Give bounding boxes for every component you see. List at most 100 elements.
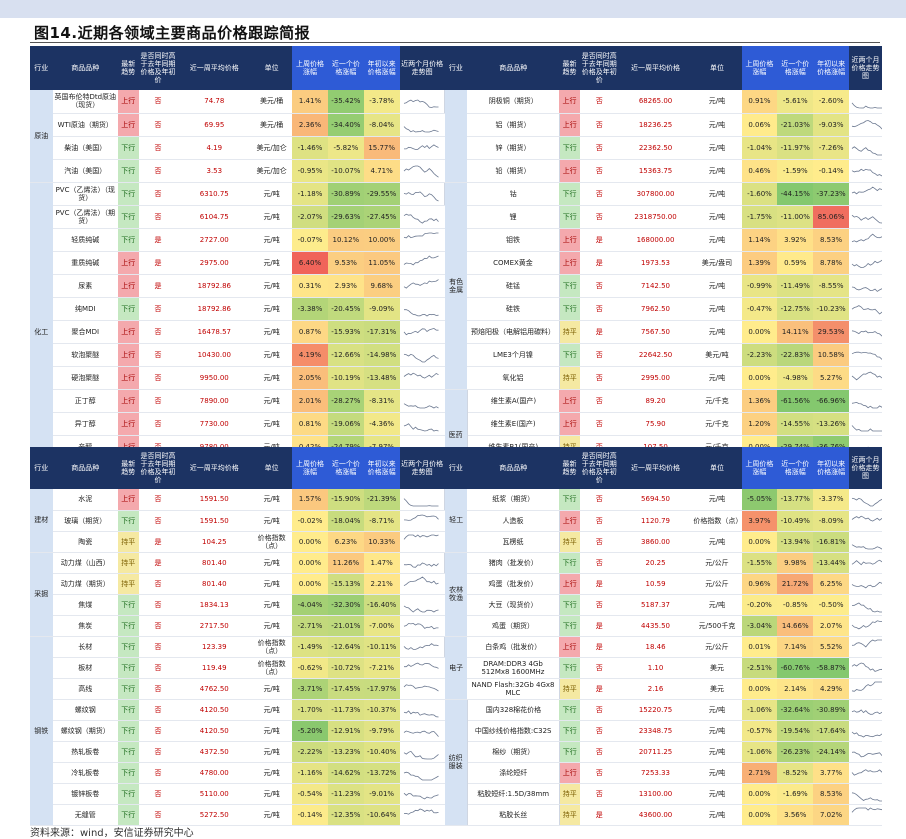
unit-label: 元/500千克 — [692, 615, 742, 637]
commodity-name: 正丁醇 — [52, 389, 119, 413]
ytd-change: -10.11% — [363, 636, 400, 658]
trend-badge: 上行 — [559, 251, 580, 275]
commodity-name: 板材 — [52, 657, 119, 679]
table-row: 板材 下行否 119.49 价格指数（点） -0.62% -10.72% -7.21% DRA… — [30, 657, 882, 679]
sparkline-chart — [399, 720, 445, 742]
avg-price: 4762.50 — [177, 678, 252, 700]
ytd-change: -17.31% — [363, 320, 400, 344]
unit-label: 价格指数（点） — [251, 531, 293, 553]
hdr-price-2: 近一周平均价格 — [618, 447, 693, 489]
commodity-name: 氧化铝 — [467, 366, 560, 390]
unit-label: 元/吨 — [692, 366, 742, 390]
ytd-change: 15.77% — [363, 136, 400, 160]
sparkline-chart — [399, 489, 446, 511]
sparkline-line — [851, 559, 882, 565]
sparkline-line — [404, 308, 439, 316]
week-change: -1.75% — [741, 205, 778, 229]
hdr-week-2: 上周价格涨幅 — [741, 447, 778, 489]
unit-label: 元/吨 — [251, 678, 293, 700]
hdr-month: 近一个价格涨幅 — [327, 46, 364, 90]
ytd-change: -2.60% — [813, 90, 850, 114]
yoy-flag: 否 — [579, 205, 619, 229]
hdr-trend-2: 最新趋势 — [559, 46, 580, 90]
avg-price: 801.40 — [177, 552, 252, 574]
hdr-trend: 最新趋势 — [118, 447, 139, 489]
trend-badge: 上行 — [118, 366, 139, 390]
trend-badge: 上行 — [559, 510, 580, 532]
avg-price: 15363.75 — [618, 159, 693, 183]
commodity-name: 维生素E(国产) — [467, 412, 560, 436]
unit-label: 元/吨 — [251, 573, 293, 595]
sparkline-chart — [399, 113, 445, 137]
yoy-flag: 否 — [579, 389, 619, 413]
ytd-change: 10.58% — [813, 343, 850, 367]
trend-badge: 下行 — [118, 228, 139, 252]
sparkline-line — [404, 514, 439, 521]
week-change: 0.00% — [292, 573, 328, 595]
month-change: -17.45% — [327, 678, 364, 700]
ytd-change: 29.53% — [813, 320, 850, 344]
sparkline-line — [851, 731, 882, 737]
table-row: 镀锌板卷 下行否 5110.00 元/吨 -0.54% -11.23% -9.01% 粘胶短纤… — [30, 783, 882, 805]
commodity-name: 瓦楞纸 — [467, 531, 560, 553]
hdr-sparkline: 近两个月价格走势图 — [399, 447, 445, 489]
header-row: 行业 商品品种 最新趋势 是否同时高于去年同期价格及年初价 近一周平均价格 单位… — [30, 46, 882, 90]
sparkline-chart — [849, 297, 882, 321]
trend-badge: 下行 — [559, 741, 580, 763]
ytd-change: 11.05% — [363, 251, 400, 275]
month-change: -14.55% — [777, 412, 814, 436]
hdr-month: 近一个价格涨幅 — [327, 447, 364, 489]
week-change: -0.20% — [741, 594, 778, 616]
hdr-price: 近一周平均价格 — [177, 46, 252, 90]
sparkline-line — [851, 186, 882, 194]
sparkline-line — [403, 605, 439, 613]
unit-label: 元/吨 — [251, 205, 293, 229]
trend-badge: 下行 — [559, 699, 580, 721]
trend-badge: 上行 — [559, 573, 580, 595]
commodity-name: 长材 — [52, 636, 119, 658]
yoy-flag: 是 — [138, 531, 178, 553]
avg-price: 2318750.00 — [618, 205, 693, 229]
industry-label: 农林牧渔 — [444, 552, 468, 637]
industry-label: 建材 — [30, 489, 53, 553]
ytd-change: -10.37% — [363, 699, 400, 721]
trend-badge: 上行 — [559, 228, 580, 252]
commodity-name: 维生素A(国产) — [467, 389, 560, 413]
week-change: 0.00% — [292, 531, 328, 553]
ytd-change: -24.14% — [813, 741, 850, 763]
commodity-name: 汽油（美国） — [52, 159, 119, 183]
yoy-flag: 否 — [579, 762, 619, 784]
commodity-name: 螺纹钢 — [52, 699, 119, 721]
yoy-flag: 否 — [138, 136, 178, 160]
unit-label: 元/吨 — [251, 762, 293, 784]
commodity-name: 大豆（现货价） — [467, 594, 560, 616]
sparkline-line — [403, 750, 439, 759]
trend-badge: 上行 — [118, 251, 139, 275]
week-change: -5.20% — [292, 720, 328, 742]
ytd-change: 10.00% — [363, 228, 400, 252]
unit-label: 元/吨 — [251, 804, 293, 826]
avg-price: 2995.00 — [618, 366, 693, 390]
month-change: -15.93% — [327, 320, 364, 344]
trend-badge: 下行 — [118, 741, 139, 763]
unit-label: 元/公斤 — [692, 636, 742, 658]
unit-label: 价格指数（点） — [251, 636, 293, 658]
price-table-1: 行业 商品品种 最新趋势 是否同时高于去年同期价格及年初价 近一周平均价格 单位… — [30, 46, 882, 482]
month-change: -4.98% — [777, 366, 814, 390]
week-change: 0.01% — [741, 636, 778, 658]
month-change: 9.98% — [777, 552, 814, 574]
sparkline-chart — [399, 90, 446, 114]
month-change: 3.56% — [777, 804, 814, 826]
unit-label: 元/吨 — [692, 297, 742, 321]
trend-badge: 上行 — [559, 762, 580, 784]
ytd-change: -9.03% — [813, 113, 850, 137]
commodity-name: 轻质纯碱 — [52, 228, 119, 252]
table-row: 陶瓷 持平是 104.25 价格指数（点） 0.00% 6.23% 10.33% 瓦楞纸 持平否… — [30, 531, 882, 553]
month-change: 14.66% — [777, 615, 814, 637]
ytd-change: -29.55% — [363, 182, 400, 206]
trend-badge: 持平 — [559, 366, 580, 390]
yoy-flag: 否 — [579, 699, 619, 721]
week-change: -2.22% — [292, 741, 328, 763]
week-change: -1.70% — [292, 699, 328, 721]
unit-label: 元/吨 — [692, 531, 742, 553]
